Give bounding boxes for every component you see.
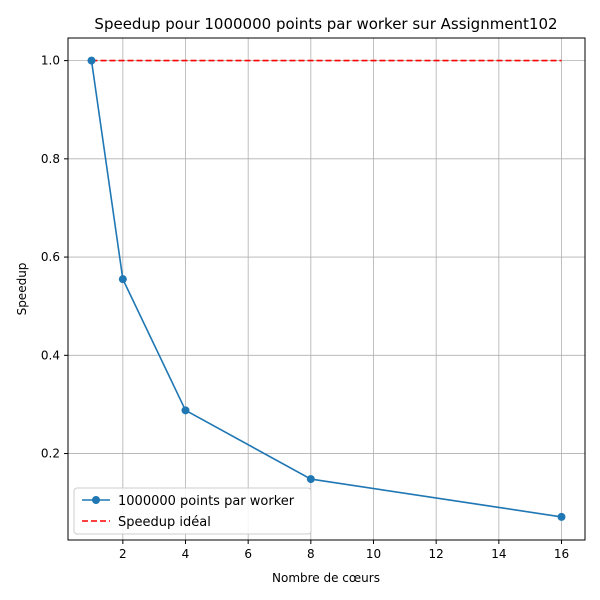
grid-lines xyxy=(68,38,585,540)
x-tick-label: 12 xyxy=(429,547,444,561)
legend-box xyxy=(73,487,312,535)
x-axis-label: Nombre de cœurs xyxy=(272,571,380,585)
legend-label-speedup: 1000000 points par worker xyxy=(118,494,295,509)
speedup-data-point xyxy=(557,512,566,521)
speedup-data-point xyxy=(87,56,96,65)
legend: 1000000 points par worker Speedup idéal xyxy=(73,487,312,535)
x-tick-label: 10 xyxy=(366,547,381,561)
y-tick-label: 0.8 xyxy=(41,152,60,166)
x-tick-label: 16 xyxy=(554,547,569,561)
legend-label-ideal: Speedup idéal xyxy=(118,515,211,530)
speedup-data-point xyxy=(306,475,315,484)
y-tick-label: 0.6 xyxy=(41,250,60,264)
x-tick-label: 6 xyxy=(244,547,252,561)
y-tick-label: 0.2 xyxy=(41,447,60,461)
plot-frame xyxy=(67,37,586,541)
legend-marker-speedup xyxy=(92,496,100,504)
x-tick-label: 2 xyxy=(119,547,127,561)
y-axis-label: Speedup xyxy=(15,263,29,316)
x-tick-label: 14 xyxy=(491,547,506,561)
x-tick-label: 8 xyxy=(307,547,315,561)
x-tick-label: 4 xyxy=(182,547,190,561)
speedup-data-point xyxy=(118,275,127,284)
speedup-data-point xyxy=(181,406,190,415)
series-layer xyxy=(87,56,566,521)
y-tick-label: 1.0 xyxy=(41,54,60,68)
axis-ticks: 2 4 6 8 10 12 14 16 0.2 0.4 0.6 0.8 1.0 xyxy=(41,54,569,561)
y-tick-label: 0.4 xyxy=(41,348,60,362)
chart-title: Speedup pour 1000000 points par worker s… xyxy=(94,15,557,33)
